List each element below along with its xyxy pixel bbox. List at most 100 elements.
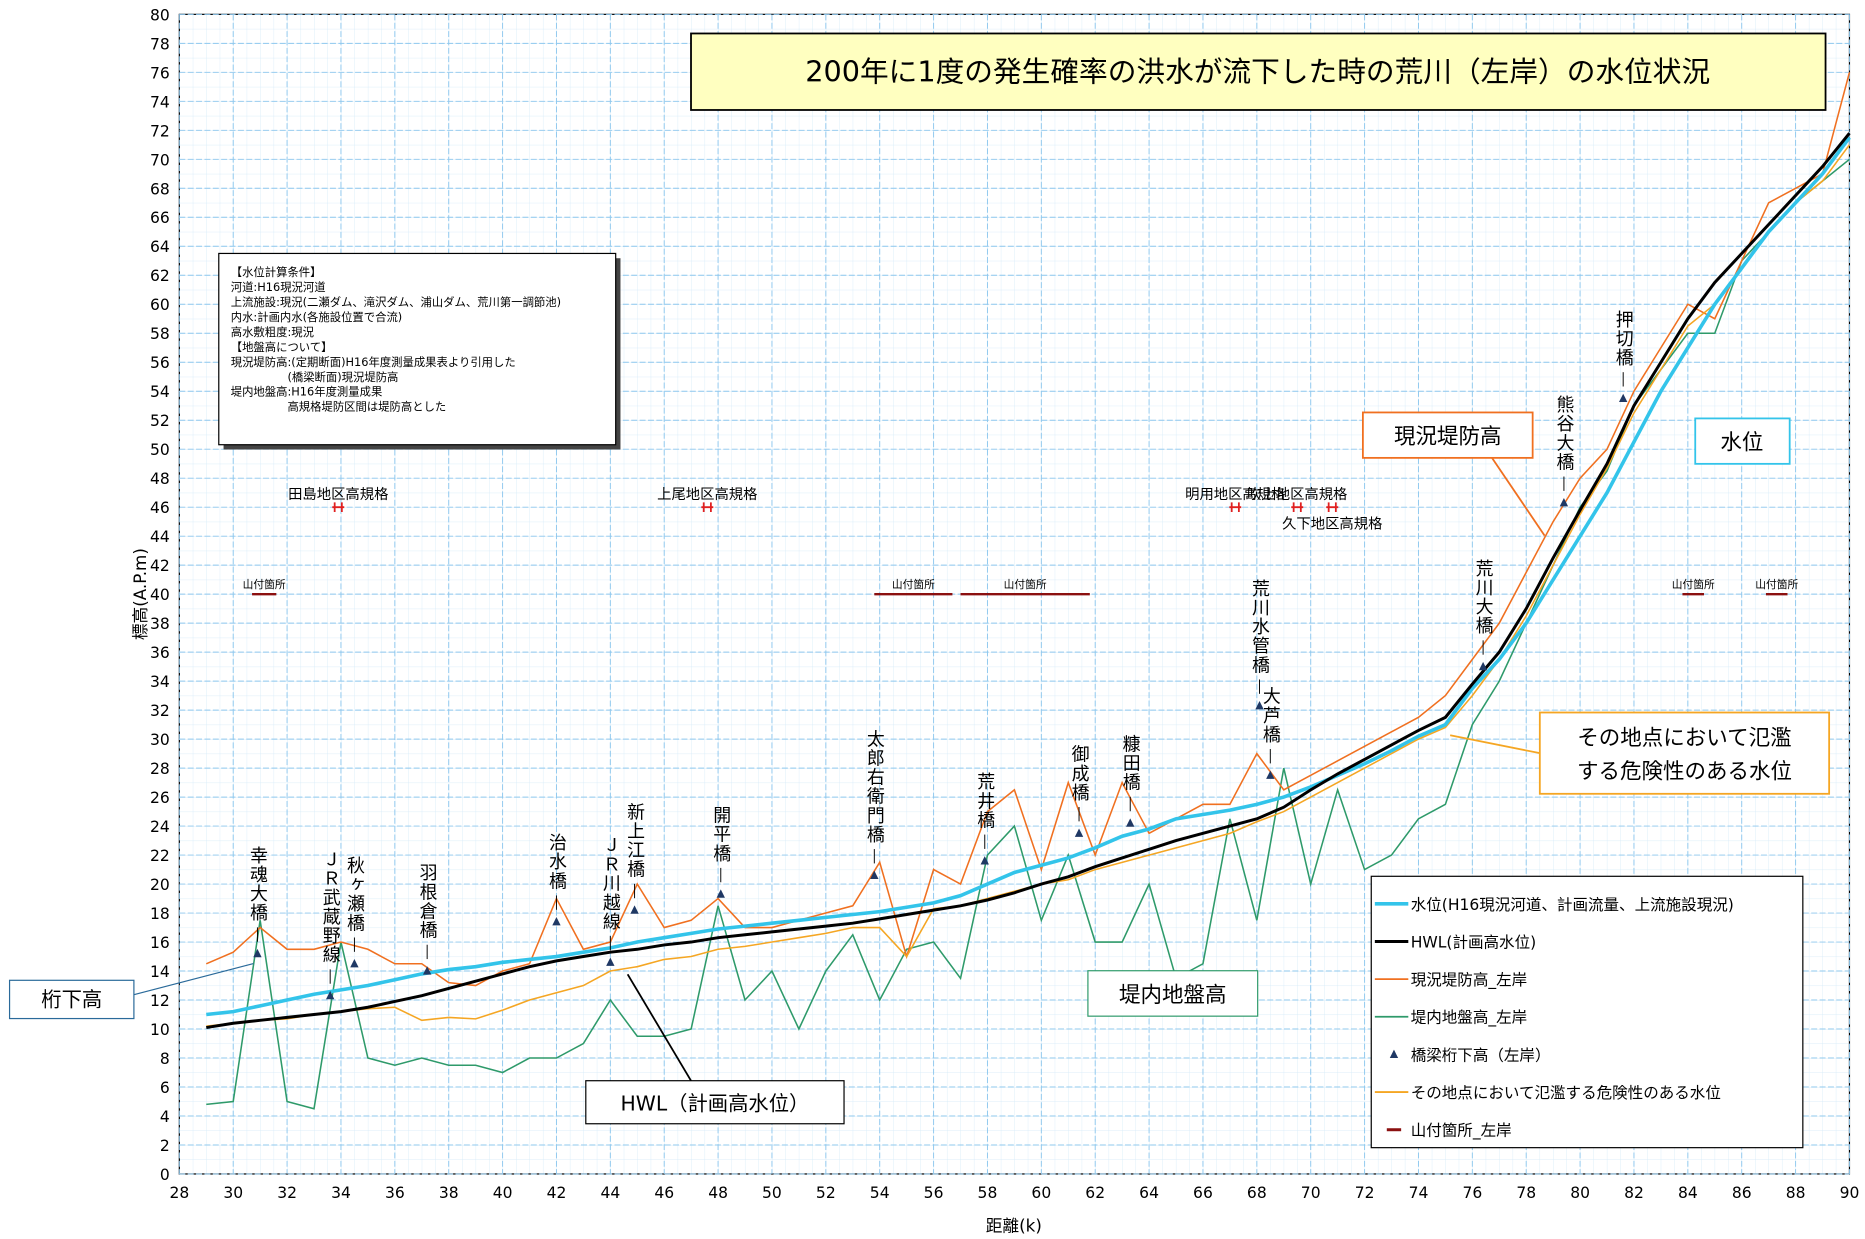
bridge-marker [325,990,335,1000]
legend-label: 堤内地盤高_左岸 [1411,1009,1528,1028]
x-tick-label: 74 [1409,1184,1429,1202]
y-tick-label: 54 [150,383,170,401]
bridge-label: ＪＲ川越線 [600,836,621,932]
legend-label: 橋梁桁下高（左岸） [1411,1046,1551,1064]
callout-box [1538,711,1831,795]
zone-marker [332,502,345,512]
x-tick-label: 54 [870,1184,890,1202]
x-tick-label: 38 [439,1184,459,1202]
x-tick-label: 60 [1031,1184,1051,1202]
segment-label: 山付箇所 [1004,578,1047,591]
bridge-label: 幸魂大橋 [247,846,268,923]
bridge-label: 大芦橋 [1260,687,1281,745]
y-tick-label: 78 [150,35,170,53]
x-tick-label: 58 [978,1184,998,1202]
x-tick-label: 64 [1139,1184,1159,1202]
title-box [690,32,1827,111]
bridge-label: 太郎右衛門橋 [864,729,885,844]
condition-text: 高規格堤防区間は堤防高とした [231,400,447,414]
bridge-marker [350,959,359,968]
y-tick-label: 6 [160,1079,170,1097]
legend-label: 山付箇所_左岸 [1411,1122,1512,1141]
x-tick-label: 82 [1624,1184,1644,1202]
zone-label: 久下地区高規格 [1282,516,1382,533]
y-tick-label: 48 [150,470,170,488]
bridge-marker [870,870,879,879]
y-tick-label: 12 [150,992,170,1010]
x-tick-label: 76 [1462,1184,1482,1202]
line [205,72,1851,987]
y-tick-label: 34 [150,673,170,691]
zone-marker [1291,502,1304,512]
x-tick-label: 30 [223,1184,243,1202]
y-tick-label: 52 [150,412,170,430]
y-tick-label: 26 [150,789,170,807]
bridge-label: 荒川大橋 [1473,559,1494,636]
bridge-label: 糠田橋 [1120,733,1141,792]
y-tick-label: 68 [150,180,170,198]
x-axis-label: 距離(k) [986,1215,1042,1235]
y-tick-label: 8 [160,1050,170,1068]
y-tick-label: 58 [150,325,170,343]
y-tick-label: 0 [160,1166,170,1184]
x-tick-label: 56 [924,1184,944,1202]
callout-box [8,979,135,1020]
bridge-marker [1559,498,1569,507]
bridge-label: 秋ヶ瀬橋 [344,856,365,933]
bridge-marker [606,957,615,966]
bridge-marker [716,889,725,898]
y-tick-label: 46 [150,499,170,517]
bridge-marker [630,905,639,914]
y-tick-label: 62 [150,267,170,285]
zone-label: 田島地区高規格 [288,486,388,503]
bridge-marker [1074,828,1084,837]
y-tick-label: 14 [150,963,170,981]
x-tick-label: 80 [1570,1184,1590,1202]
y-tick-label: 22 [150,847,170,865]
y-tick-label: 44 [150,528,170,546]
bridge-marker [1266,770,1275,779]
y-tick-label: 42 [150,557,170,575]
leader-line [133,962,254,996]
bridge-marker [422,966,432,975]
x-tick-label: 48 [708,1184,728,1202]
bridge-marker [980,856,989,865]
condition-text: 河道:H16現況河道 [231,280,326,294]
bridge-label: ＪＲ武蔵野線 [320,850,341,965]
bridge-label: 新上江橋 [624,802,645,879]
bridge-label: 押切橋 [1613,310,1634,368]
segment-label: 山付箇所 [1672,578,1715,591]
x-tick-label: 90 [1840,1184,1860,1202]
legend-label: 水位(H16現況河道、計画流量、上流施設現況) [1411,896,1734,914]
y-tick-label: 72 [150,122,170,140]
x-tick-label: 88 [1786,1184,1806,1202]
callout: する危険性のある水位 [1577,759,1792,784]
condition-text: 【地盤高について】 [231,340,333,354]
y-tick-label: 38 [150,615,170,633]
y-tick-label: 60 [150,296,170,314]
y-tick-label: 2 [160,1137,170,1155]
y-tick-label: 56 [150,354,170,372]
x-tick-label: 72 [1355,1184,1375,1202]
condition-text: 堤内地盤高:H16年度測量成果 [231,385,383,399]
bridge-label: 御成橋 [1069,745,1090,803]
y-tick-label: 50 [150,441,170,459]
y-tick-label: 18 [150,905,170,923]
y-axis-label: 標高(A.P.m) [130,548,150,640]
zone-label: 上尾地区高規格 [657,486,757,503]
legend-label: その地点において氾濫する危険性のある水位 [1411,1084,1721,1102]
y-tick-label: 80 [150,6,170,24]
bridge-label: 荒川水管橋 [1249,579,1270,675]
x-tick-label: 68 [1247,1184,1267,1202]
x-tick-label: 42 [547,1184,567,1202]
condition-text: 内水:計画内水(各施設位置で合流) [231,310,403,324]
y-tick-label: 74 [150,93,170,111]
x-tick-label: 40 [493,1184,513,1202]
y-tick-label: 10 [150,1021,170,1039]
callout-box [585,1080,845,1125]
bridge-marker [1618,393,1628,403]
y-tick-label: 16 [150,934,170,952]
zone-marker [1229,502,1242,512]
segment-label: 山付箇所 [243,578,286,591]
callout-box [1361,411,1534,459]
